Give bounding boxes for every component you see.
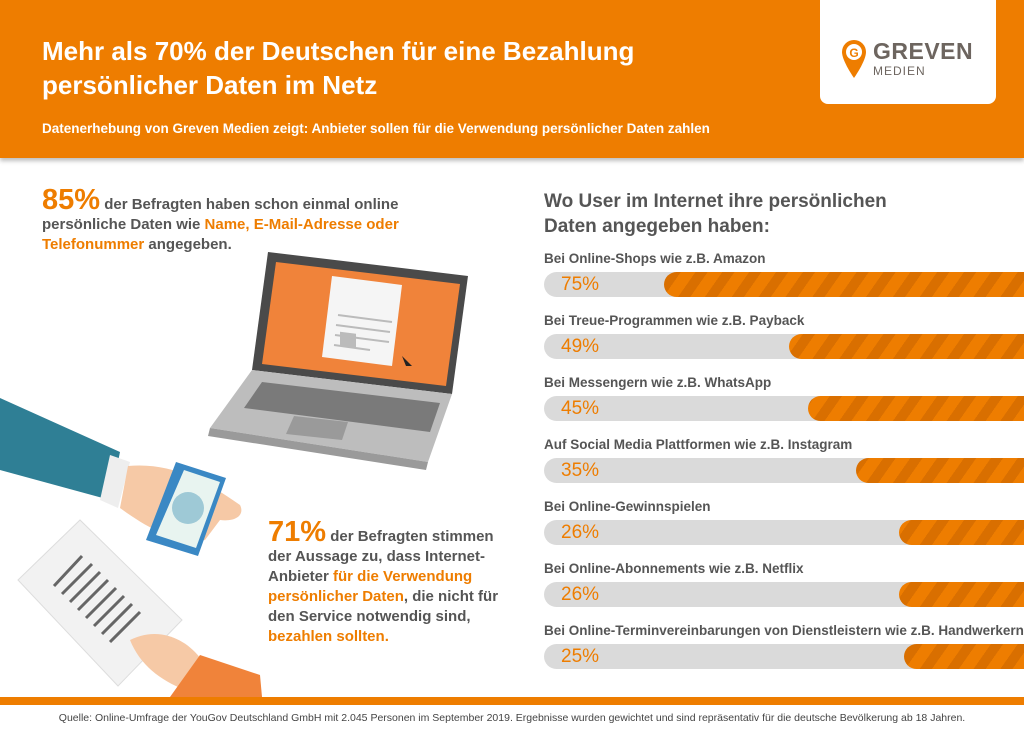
stat-85-value: 85% bbox=[42, 184, 101, 216]
bar-value-label: 45% bbox=[561, 398, 600, 419]
bar-track: 25% bbox=[544, 644, 1024, 669]
stat-71-highlight-end: bezahlen sollten. bbox=[268, 628, 389, 645]
logo-name: GREVEN bbox=[873, 38, 974, 64]
bar-label: Bei Online-Shops wie z.B. Amazon bbox=[544, 251, 766, 266]
stat-71-percent: 71% der Befragten stimmen der Aussage zu… bbox=[268, 518, 508, 647]
stat-71-text: der Befragten stimmen der Aussage zu, da… bbox=[268, 528, 494, 585]
stat-71-value: 71% bbox=[268, 516, 327, 548]
logo-sub: MEDIEN bbox=[873, 64, 926, 78]
bar-value-label: 49% bbox=[561, 336, 600, 357]
page-title: Mehr als 70% der Deutschen für eine Beza… bbox=[42, 36, 635, 100]
illustration bbox=[0, 252, 468, 697]
bar-track: 26% bbox=[544, 582, 1024, 607]
chart-title: Wo User im Internet ihre persönlichen Da… bbox=[544, 191, 887, 237]
stat-71-highlight: für die Verwendung persönlicher Daten bbox=[268, 568, 473, 605]
bar-value-label: 26% bbox=[561, 584, 600, 605]
stat-85-text-end: angegeben. bbox=[144, 236, 232, 253]
bar-track: 35% bbox=[544, 458, 1024, 483]
bar-value-label: 35% bbox=[561, 460, 600, 481]
stat-85-percent: 85% der Befragten haben schon einmal onl… bbox=[42, 186, 422, 255]
bar-value-label: 75% bbox=[561, 274, 600, 295]
bar-fill bbox=[788, 334, 1024, 359]
bar-label: Bei Treue-Programmen wie z.B. Payback bbox=[544, 313, 805, 328]
bar-fill bbox=[664, 272, 1024, 297]
location-pin-icon: G bbox=[842, 40, 866, 78]
stat-85-highlight: Name, E-Mail-Adresse oder Telefonummer bbox=[42, 216, 399, 253]
bar-track: 45% bbox=[544, 396, 1024, 421]
hand-with-money-illustration bbox=[0, 398, 242, 556]
stat-71-text-mid: , die nicht für den Service notwendig si… bbox=[268, 588, 499, 625]
hand-with-document-illustration bbox=[17, 519, 262, 697]
source-footnote: Quelle: Online-Umfrage der YouGov Deutsc… bbox=[58, 712, 966, 724]
header-banner: Mehr als 70% der Deutschen für eine Beza… bbox=[0, 0, 1024, 158]
bar-label: Bei Online-Gewinnspielen bbox=[544, 499, 711, 514]
page-subtitle: Datenerhebung von Greven Medien zeigt: A… bbox=[42, 121, 710, 136]
svg-text:G: G bbox=[849, 46, 858, 60]
bar-label: Bei Messengern wie z.B. WhatsApp bbox=[544, 375, 772, 390]
bar-fill bbox=[899, 520, 1024, 545]
bar-fill bbox=[856, 458, 1024, 483]
laptop-illustration bbox=[208, 252, 468, 470]
bar-fill bbox=[899, 582, 1024, 607]
bar-fill bbox=[808, 396, 1024, 421]
bar-label: Bei Online-Abonnements wie z.B. Netflix bbox=[544, 561, 804, 576]
greven-medien-logo: G GREVEN MEDIEN bbox=[820, 0, 996, 104]
bar-fill bbox=[904, 644, 1024, 669]
bar-track: 75% bbox=[544, 272, 1024, 297]
bar-track: 49% bbox=[544, 334, 1024, 359]
bar-value-label: 26% bbox=[561, 522, 600, 543]
footer-divider bbox=[0, 697, 1024, 705]
bar-label: Bei Online-Terminvereinbarungen von Dien… bbox=[544, 623, 1024, 638]
bar-track: 26% bbox=[544, 520, 1024, 545]
bar-label: Auf Social Media Plattformen wie z.B. In… bbox=[544, 437, 853, 452]
stat-85-text: der Befragten haben schon einmal online … bbox=[42, 196, 399, 233]
bar-value-label: 25% bbox=[561, 646, 600, 667]
